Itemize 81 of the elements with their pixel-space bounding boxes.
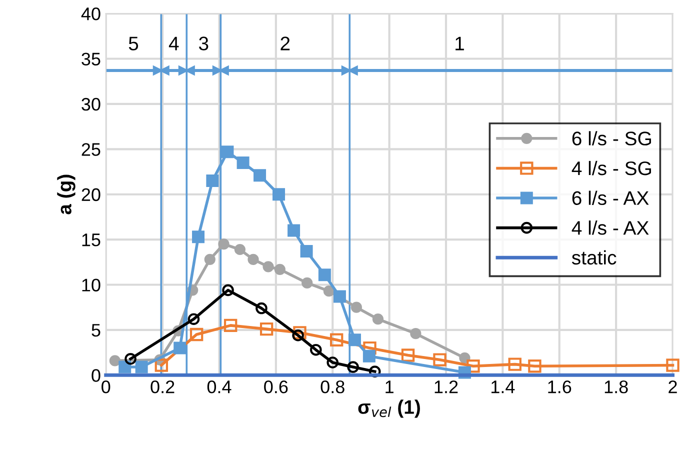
point bbox=[274, 264, 286, 275]
point bbox=[333, 290, 346, 303]
annotation: 5 bbox=[128, 36, 138, 50]
point bbox=[260, 322, 274, 336]
point bbox=[135, 360, 148, 374]
point bbox=[347, 361, 359, 373]
y-tick-label: 0 bbox=[92, 369, 100, 382]
point bbox=[192, 230, 205, 244]
annotation: 4 bbox=[168, 36, 179, 50]
point bbox=[288, 224, 300, 237]
point bbox=[666, 358, 680, 372]
point bbox=[410, 328, 422, 340]
point bbox=[118, 360, 132, 374]
point bbox=[236, 156, 250, 169]
legend-label: 6 l/s - AX bbox=[572, 190, 649, 206]
point bbox=[174, 342, 186, 354]
y-tick-label: 10 bbox=[82, 278, 100, 292]
legend-label: static bbox=[572, 250, 616, 265]
legend-label: 4 l/s - AX bbox=[572, 220, 649, 235]
point bbox=[302, 277, 313, 289]
point bbox=[368, 366, 381, 378]
point bbox=[272, 188, 286, 201]
y-tick-label: 30 bbox=[82, 98, 100, 111]
annotation: 3 bbox=[198, 36, 208, 50]
point bbox=[256, 302, 268, 314]
point bbox=[224, 318, 238, 332]
point bbox=[248, 254, 259, 266]
point bbox=[528, 360, 542, 373]
point bbox=[330, 333, 344, 347]
y-tick-label: 35 bbox=[82, 52, 100, 66]
x-tick-label: 1.6 bbox=[548, 380, 572, 394]
x-tick-label: 1.8 bbox=[604, 380, 628, 394]
x-tick-label: 1.4 bbox=[492, 380, 515, 394]
x-axis-title: σ$_{vel}$ (1) bbox=[358, 400, 420, 418]
point bbox=[362, 350, 376, 362]
point bbox=[318, 268, 331, 282]
point bbox=[292, 329, 304, 342]
x-tick-label: 0 bbox=[102, 380, 110, 394]
point bbox=[221, 146, 234, 158]
point bbox=[190, 328, 204, 342]
legend-label: 6 l/s - SG bbox=[572, 131, 651, 146]
point bbox=[459, 352, 470, 364]
x-tick-label: 0.8 bbox=[320, 380, 344, 394]
point bbox=[109, 355, 120, 366]
point bbox=[323, 286, 334, 297]
x-tick-label: 0.6 bbox=[264, 380, 288, 394]
point bbox=[206, 174, 219, 188]
point bbox=[350, 302, 362, 313]
y-axis-title: a (g) bbox=[57, 174, 76, 214]
point bbox=[326, 356, 339, 368]
point bbox=[218, 238, 230, 250]
point bbox=[310, 344, 322, 356]
point bbox=[300, 245, 313, 258]
point bbox=[154, 358, 168, 372]
point bbox=[433, 353, 446, 366]
annotation: 1 bbox=[456, 36, 464, 50]
x-tick-label: 1.2 bbox=[434, 380, 458, 394]
x-tick-label: 1 bbox=[386, 380, 394, 394]
point bbox=[372, 314, 384, 325]
x-tick-label: 2 bbox=[668, 380, 677, 394]
point bbox=[124, 352, 136, 365]
x-tick-label: 0.2 bbox=[150, 380, 174, 394]
point bbox=[401, 348, 415, 362]
point bbox=[222, 284, 234, 296]
y-tick-label: 40 bbox=[81, 7, 100, 20]
x-tick-label: 0.4 bbox=[207, 380, 232, 394]
point bbox=[348, 334, 361, 346]
point bbox=[234, 244, 246, 256]
point bbox=[466, 360, 480, 373]
point bbox=[188, 313, 200, 326]
point bbox=[508, 358, 522, 371]
point bbox=[204, 254, 216, 266]
legend-label: 4 l/s - SG bbox=[572, 160, 651, 176]
y-tick-label: 20 bbox=[82, 188, 100, 202]
annotation: 2 bbox=[280, 36, 290, 50]
point bbox=[254, 169, 266, 182]
y-tick-label: 25 bbox=[82, 143, 100, 156]
y-tick-label: 5 bbox=[92, 324, 100, 337]
point bbox=[262, 261, 274, 272]
y-tick-label: 15 bbox=[82, 234, 100, 246]
point bbox=[293, 326, 306, 340]
